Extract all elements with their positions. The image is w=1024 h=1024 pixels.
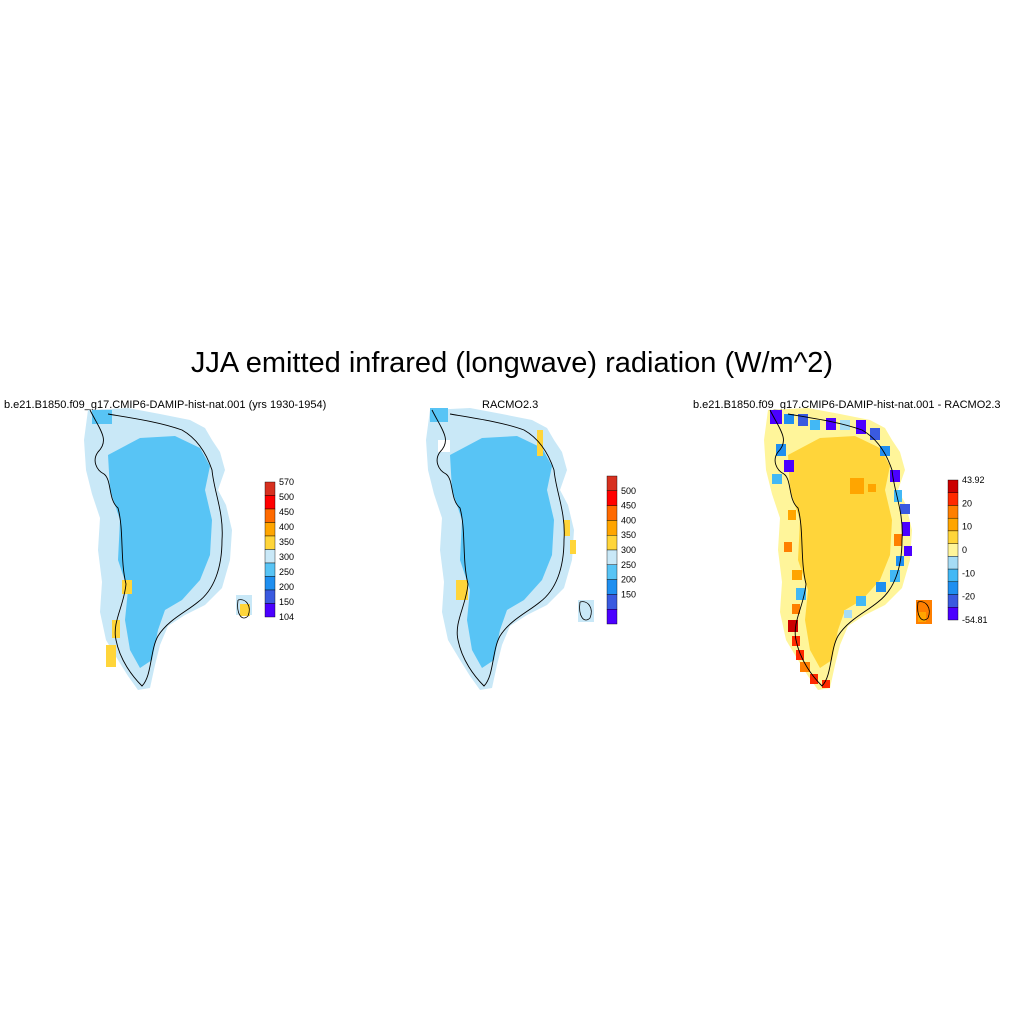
colorbar-label: 300 (621, 545, 636, 555)
colorbar-label: 200 (621, 575, 636, 585)
colorbar-swatch (264, 549, 276, 564)
colorbar-swatch (264, 508, 276, 523)
colorbar-swatch (264, 589, 276, 604)
colorbar-swatch (947, 568, 959, 583)
map-obs (426, 408, 594, 690)
iceland-coastline (579, 601, 592, 621)
colorbar-label: 570 (279, 477, 294, 487)
colorbar-label: 104 (279, 612, 294, 622)
interior-warm-patch (850, 478, 864, 494)
colorbar-label: 350 (279, 537, 294, 547)
colorbar-swatch (947, 581, 959, 595)
colorbar-label: 250 (621, 560, 636, 570)
colorbar-swatch (606, 594, 618, 610)
interior-warm-patch (868, 484, 876, 492)
iceland-patch (240, 604, 250, 616)
northwest-patch (92, 410, 112, 424)
colorbar-swatch (606, 549, 618, 566)
panel-title-model: b.e21.B1850.f09_g17.CMIP6-DAMIP-hist-nat… (4, 399, 327, 411)
colorbar-label: -54.81 (962, 615, 988, 625)
colorbar-label: 43.92 (962, 475, 985, 485)
colorbar-label: 10 (962, 522, 972, 532)
colorbar-swatch (947, 607, 959, 621)
northwest-patch (430, 408, 448, 422)
colorbar-swatch (264, 576, 276, 591)
colorbar-swatch (947, 543, 959, 557)
colorbar-label: 350 (621, 530, 636, 540)
map-diff (764, 408, 932, 690)
southwest-patch (106, 645, 116, 667)
colorbar-label: 450 (621, 501, 636, 511)
colorbar-swatch (606, 579, 618, 595)
colorbar-label: -10 (962, 568, 975, 578)
iceland-region (578, 600, 594, 622)
colorbar-swatch (264, 522, 276, 537)
iceland-coastline (917, 601, 930, 621)
colorbar-swatch (264, 603, 276, 618)
colorbar-swatch (606, 520, 618, 536)
east-patch (570, 540, 576, 554)
colorbar-label: 300 (279, 552, 294, 562)
figure-title: JJA emitted infrared (longwave) radiatio… (190, 347, 834, 379)
colorbar-swatch (947, 505, 959, 519)
iceland-coastline (237, 599, 250, 619)
panel-title-diff: b.e21.B1850.f09_g17.CMIP6-DAMIP-hist-nat… (693, 399, 1001, 411)
colorbar-label: 0 (962, 545, 967, 555)
map-model (84, 408, 252, 690)
colorbar-label: 200 (279, 582, 294, 592)
colorbar-swatch (606, 535, 618, 551)
colorbar-label: 20 (962, 498, 972, 508)
southwest-patch (112, 620, 120, 638)
colorbar-label: 400 (621, 515, 636, 525)
colorbar-obs: 500 450 400 350 300 250 200 150 (606, 475, 636, 625)
colorbar-swatch (947, 492, 959, 506)
colorbar-label: 150 (621, 589, 636, 599)
east-patch (564, 520, 570, 536)
colorbar-swatch (947, 517, 959, 532)
colorbar-swatch (947, 556, 959, 570)
colorbar-swatch (606, 505, 618, 521)
colorbar-swatch (264, 535, 276, 550)
panel-title-obs: RACMO2.3 (482, 399, 539, 411)
colorbar-swatch (264, 495, 276, 510)
colorbar-swatch (606, 564, 618, 580)
colorbar-label: 250 (279, 567, 294, 577)
colorbar-swatch (606, 475, 618, 492)
colorbar-swatch (947, 594, 959, 608)
colorbar-swatch (947, 530, 959, 544)
west-patch (456, 580, 468, 600)
colorbar-label: 450 (279, 507, 294, 517)
colorbar-swatch (606, 609, 618, 625)
colorbar-swatch (264, 562, 276, 577)
colorbar-label: 400 (279, 522, 294, 532)
colorbar-swatch (606, 490, 618, 506)
colorbar-model: 570 500 450 400 350 300 250 200 150 104 (264, 477, 294, 622)
west-patch (122, 580, 132, 594)
colorbar-label: 150 (279, 597, 294, 607)
colorbar-label: -20 (962, 592, 975, 602)
colorbar-swatch (947, 479, 959, 493)
colorbar-swatch (264, 481, 276, 496)
colorbar-label: 500 (279, 492, 294, 502)
colorbar-diff: 43.92 20 10 0 -10 -20 -54.81 (947, 475, 988, 625)
colorbar-label: 500 (621, 486, 636, 496)
